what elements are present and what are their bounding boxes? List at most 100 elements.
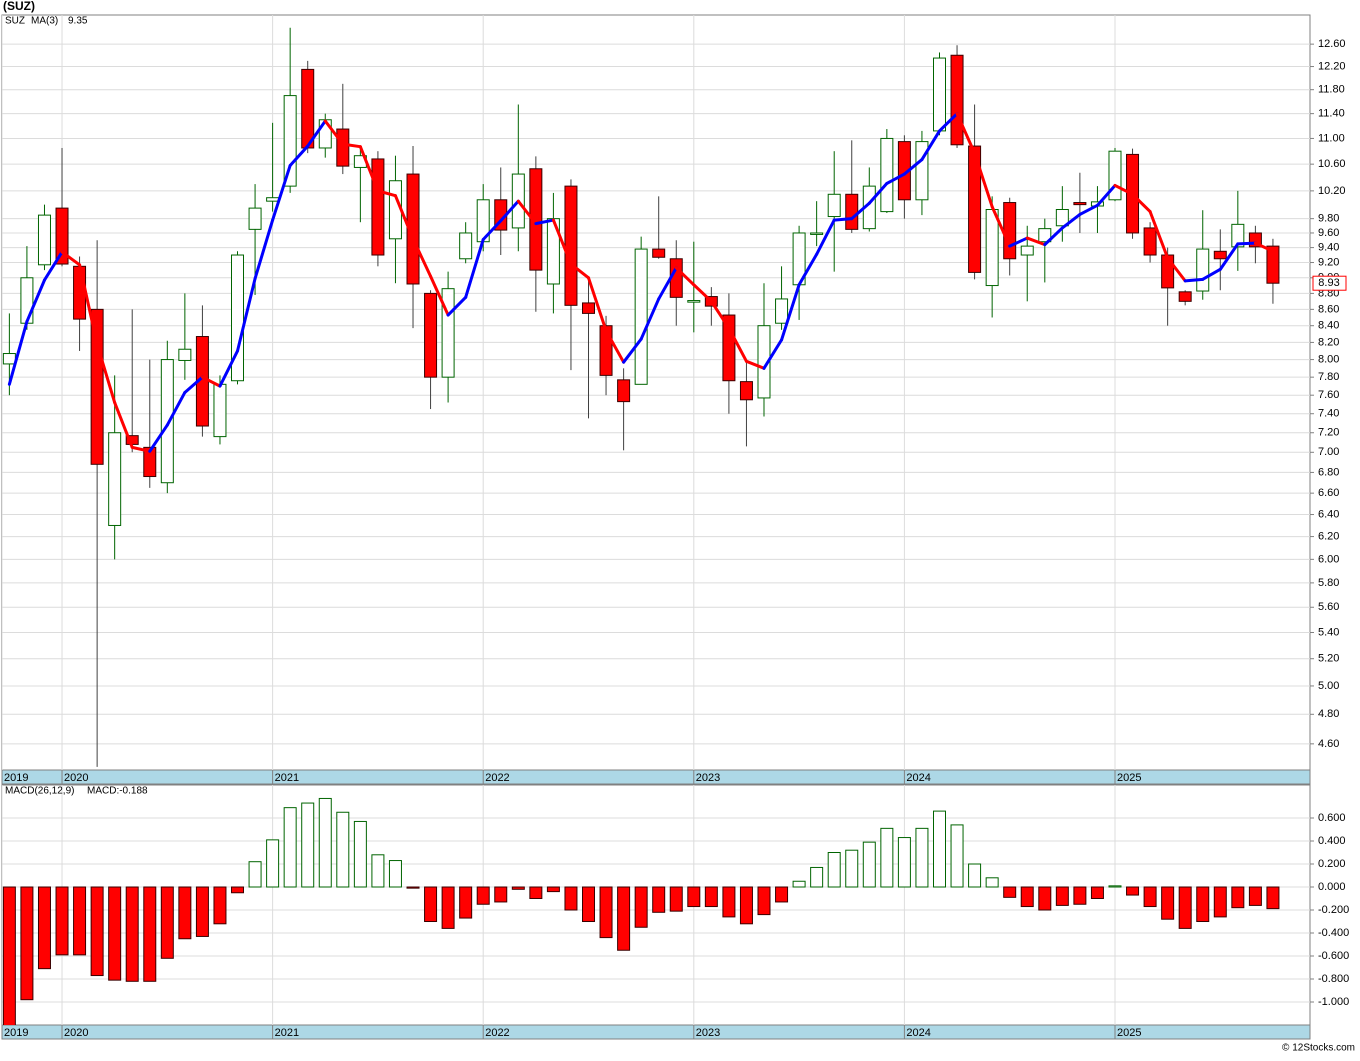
last-price-label: 8.93 [1318,277,1339,289]
macd-bar [388,860,402,888]
x-tick-label: 2021 [275,1027,299,1039]
candle-body [248,207,262,230]
price-plot [2,15,1310,770]
ma-segment [762,338,784,370]
ma-segment [1201,267,1222,281]
macd-bar [1038,886,1052,911]
macd-bar [37,886,51,970]
ma-segment [639,297,661,341]
y-tick-label: 0.200 [1318,858,1346,870]
y-tick-label: 11.40 [1318,108,1345,120]
macd-bar [1126,886,1140,896]
ma-segment [411,237,433,278]
candle-body [318,119,332,149]
macd-bar [880,827,894,888]
candle-body [283,95,297,187]
x-tick-label: 2019 [4,772,28,784]
y-tick-label: 11.80 [1318,84,1345,96]
x-tick-label: 2023 [696,772,720,784]
candle-body [231,254,245,382]
candle-body [722,314,736,382]
ma-segment [1025,236,1047,247]
macd-readout: MACD:-0.188 [87,786,148,797]
macd-bar [617,886,631,951]
macd-bar [652,886,666,913]
legend-ma: MA(3) [31,16,58,27]
ma-segment [148,423,169,453]
candle-body [406,173,420,285]
ma-segment [1078,203,1099,216]
ma-segment [7,320,29,386]
macd-bar [283,807,297,888]
y-tick-label: 5.60 [1318,601,1339,613]
ma-segment [797,252,819,287]
y-tick-label: 0.600 [1318,812,1346,824]
candle-body [160,359,174,484]
ma-segment [1183,277,1205,283]
x-tick-label: 2024 [906,772,930,784]
ma-segment [1008,236,1029,248]
legend-ma-value: 9.35 [68,16,88,27]
ma-segment [271,163,292,222]
ma-segment [288,144,310,167]
macd-bar [915,827,929,888]
ma-segment [744,359,766,370]
macd-bar [757,886,771,916]
y-tick-label: 10.20 [1318,185,1346,197]
macd-bar [2,886,16,1025]
macd-bar [968,863,982,888]
ma-segment [587,276,608,333]
macd-bar [775,886,789,903]
macd-bar [1020,886,1034,908]
ma-segment [1131,192,1152,214]
macd-bar [950,824,964,888]
x-tick-label: 2025 [1117,772,1141,784]
macd-bar [441,886,455,929]
ma-segment [200,375,222,388]
x-axis-strip [1,1024,1311,1040]
macd-bar [371,854,385,888]
macd-bar [248,861,262,888]
macd-bar [1196,886,1210,923]
y-tick-label: 8.00 [1318,353,1339,365]
candle-body [1073,202,1087,206]
ma-segment [516,199,538,226]
ma-segment [113,401,134,449]
macd-bar [1073,886,1087,905]
macd-bar [1248,886,1262,906]
y-tick-label: 9.60 [1318,227,1339,239]
macd-bar [160,886,174,959]
y-tick-label: 7.80 [1318,371,1339,383]
ma-segment [832,217,854,222]
ma-segment [1166,256,1187,283]
macd-bar [108,886,122,981]
ma-segment [236,277,257,353]
candle-body [20,277,34,324]
ma-segment [60,250,82,267]
ma-segment [464,238,485,299]
ma-segment [709,299,731,330]
candle-body [459,232,473,260]
candle-body [1020,245,1034,256]
y-tick-label: 12.60 [1318,38,1346,50]
ma-segment [780,283,801,342]
ma-segment [323,119,345,146]
y-tick-label: 5.20 [1318,653,1339,665]
ma-segment [1113,183,1135,196]
macd-bar [845,849,859,888]
candle-body [1213,250,1227,260]
macd-bar [1161,886,1175,920]
y-tick-label: -0.600 [1318,950,1349,962]
ma-segment [920,129,942,162]
y-tick-label: 6.40 [1318,508,1339,520]
ma-segment [622,337,643,364]
candle-body [950,54,964,146]
candle-body [90,308,104,465]
macd-bar [529,886,543,900]
y-tick-label: 12.20 [1318,60,1346,72]
macd-bar [546,886,560,893]
y-tick-label: 6.00 [1318,553,1339,565]
y-tick-label: 8.20 [1318,336,1339,348]
last-price-box [1312,275,1347,291]
macd-bar [564,886,578,911]
